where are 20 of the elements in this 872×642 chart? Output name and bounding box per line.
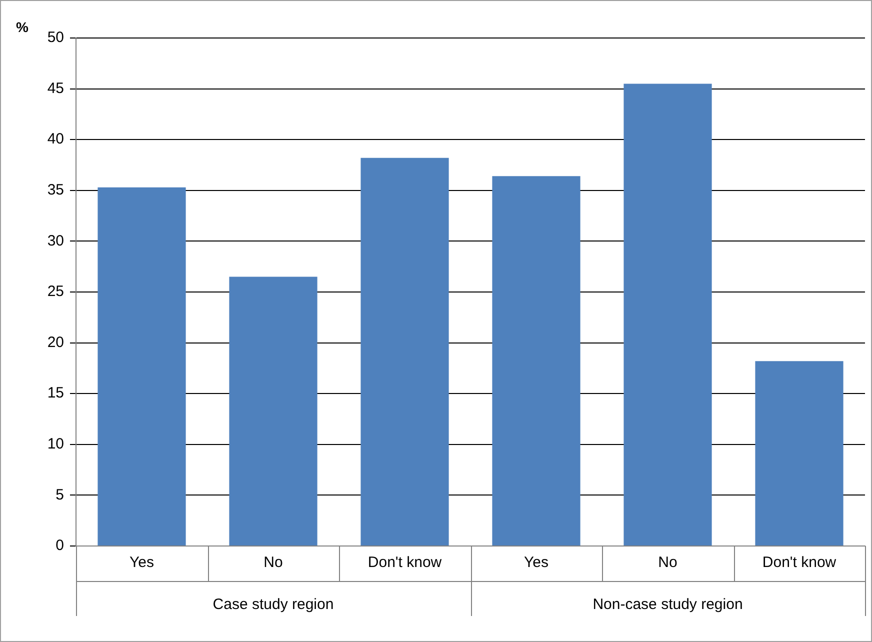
y-axis-title: % <box>16 18 29 35</box>
bar <box>360 158 449 546</box>
y-tick-label: 20 <box>47 334 64 351</box>
text: Non-case study region <box>592 596 743 614</box>
bar <box>755 361 844 546</box>
y-tick-label: 30 <box>47 232 64 250</box>
bar <box>492 176 580 546</box>
y-tick-label: 0 <box>56 537 64 554</box>
y-tick-label: 25 <box>47 283 64 300</box>
bar <box>624 84 712 546</box>
y-tick-label: 5 <box>56 486 64 504</box>
y-tick-label: 50 <box>47 29 64 46</box>
y-tick-label: 35 <box>47 182 64 199</box>
bar <box>229 276 318 546</box>
text: Case study region <box>212 596 334 614</box>
y-tick-label: 10 <box>47 436 64 453</box>
y-tick-label: 40 <box>47 130 64 148</box>
y-tick-label: 45 <box>47 80 64 97</box>
bar <box>98 187 186 546</box>
y-tick-label: 15 <box>47 384 64 402</box>
